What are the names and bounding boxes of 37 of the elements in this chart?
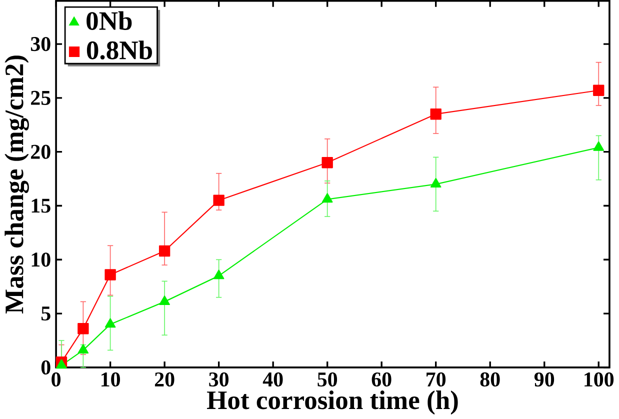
- point: [78, 322, 89, 334]
- point: [593, 141, 604, 151]
- x-axis-title: Hot corrosion time (h): [207, 390, 458, 414]
- point: [322, 156, 333, 168]
- legend-label: 0Nb: [86, 11, 132, 30]
- point: [593, 84, 604, 96]
- point: [158, 245, 170, 256]
- x-tick-label: 60: [372, 372, 392, 386]
- point: [104, 269, 116, 280]
- y-tick-label: 15: [32, 198, 50, 213]
- legend-label: 0.8Nb: [86, 40, 152, 60]
- point: [78, 344, 89, 354]
- point: [56, 359, 67, 369]
- point: [430, 178, 442, 188]
- x-tick-label: 100: [584, 372, 614, 386]
- point: [213, 270, 224, 280]
- x-tick-label: 0: [52, 372, 60, 386]
- x-tick-label: 20: [154, 372, 174, 386]
- x-tick-label: 90: [534, 372, 554, 386]
- y-axis-title: Mass change (mg/cm2): [4, 55, 29, 314]
- y-tick-label: 0: [41, 360, 50, 374]
- point: [104, 318, 116, 328]
- x-tick-label: 30: [209, 372, 229, 386]
- x-tick-label: 40: [262, 372, 283, 386]
- y-tick-label: 30: [30, 36, 50, 51]
- point: [159, 295, 170, 305]
- y-tick-label: 20: [31, 144, 50, 159]
- y-tick-label: 25: [31, 90, 50, 105]
- x-tick-label: 10: [102, 372, 120, 386]
- y-tick-label: 10: [32, 252, 50, 267]
- y-tick-label: 5: [41, 306, 50, 320]
- x-tick-label: 70: [426, 372, 446, 386]
- point: [430, 108, 442, 120]
- x-tick-label: 50: [318, 372, 338, 386]
- x-tick-label: 80: [480, 372, 500, 386]
- point: [213, 194, 224, 206]
- point: [322, 192, 333, 202]
